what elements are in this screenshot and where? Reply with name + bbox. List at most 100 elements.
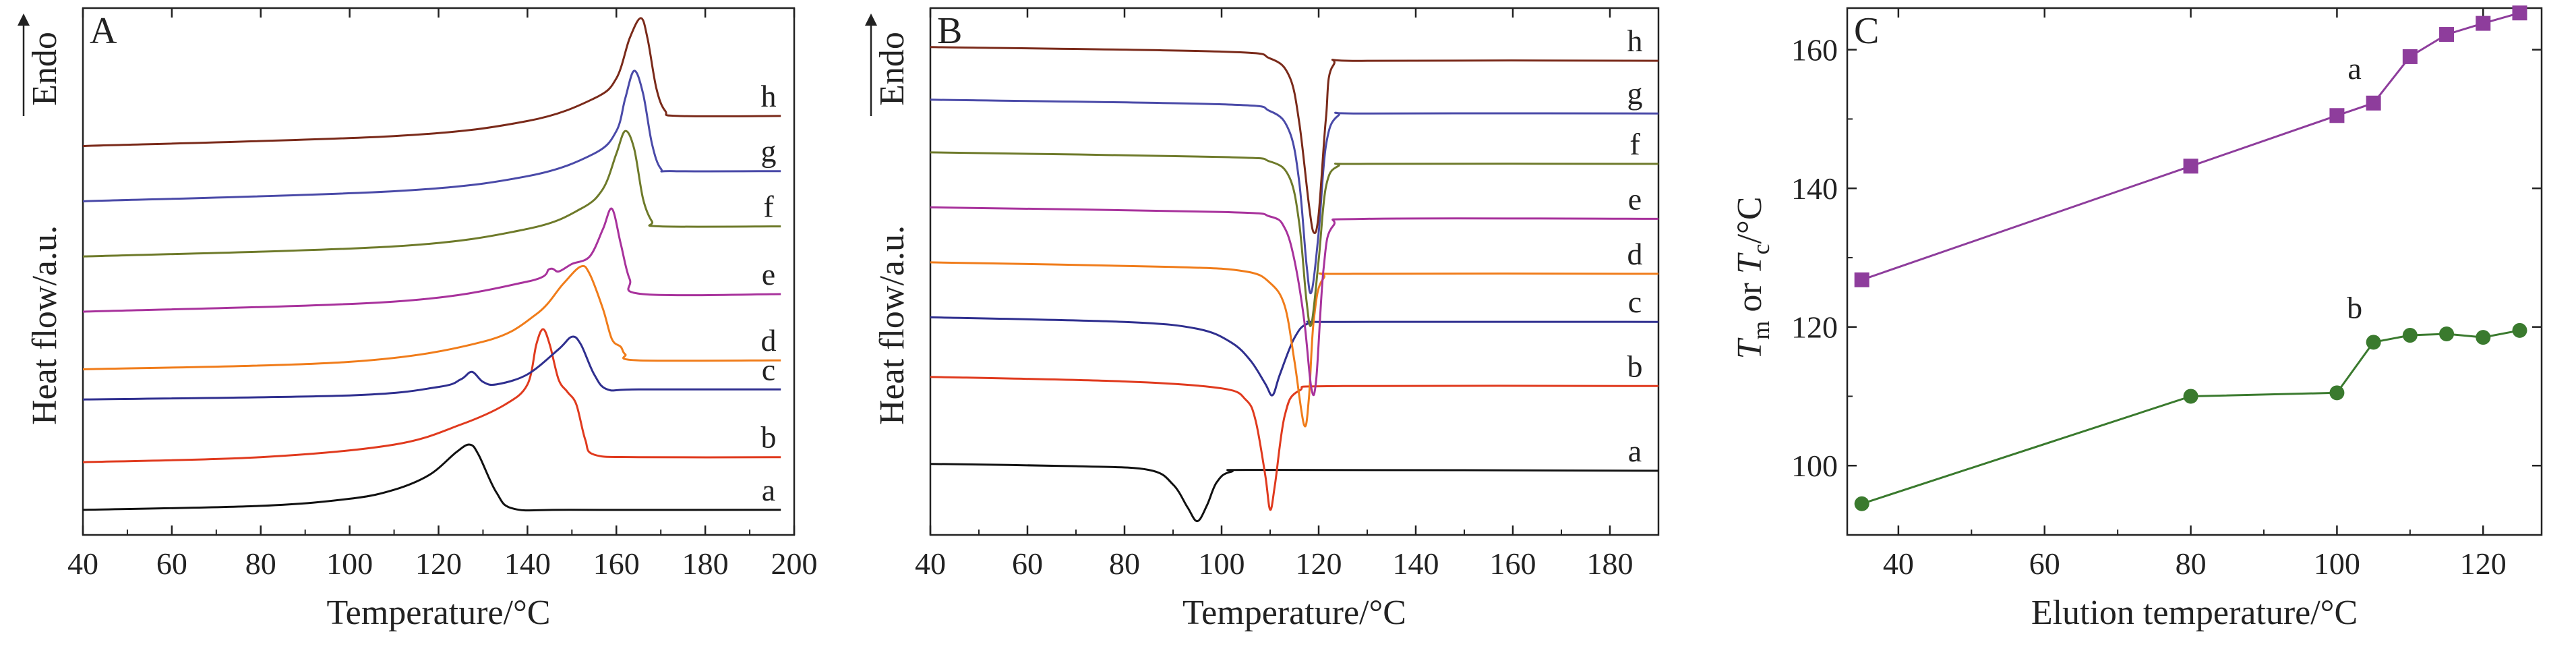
x-tick-label: 100 [1199,546,1245,581]
series-line-d [82,264,781,370]
x-tick-label: 100 [326,546,373,581]
y-axis-title: Tm or Tc/°C [1731,196,1774,359]
series-label-b: b [1627,349,1643,383]
series-label-f: f [1629,127,1640,161]
x-axis-title: Elution temperature/°C [2031,594,2358,632]
series-label-h: h [1627,24,1643,58]
y-axis-title-part: c [1747,244,1774,254]
endo-label: Endo [873,32,911,106]
y-axis-title-part: T [1731,338,1769,360]
endo-arrow-head [865,13,877,26]
data-point-b [1854,496,1869,511]
data-point-a [2366,95,2381,111]
panel-a: 40 60 80 100 120 140 160 180 200abcdefghATempera… [18,7,818,632]
data-point-b [2476,330,2491,345]
data-point-a [1854,272,1869,287]
panel-letter: A [90,10,117,52]
data-point-a [2402,49,2418,64]
x-tick-label: 100 [2314,546,2360,581]
y-axis-title: Heat flow/a.u. [873,225,911,425]
data-point-a [2183,159,2198,174]
y-axis-title-part: or [1731,274,1769,320]
series-line-h [82,17,781,147]
data-point-a [2329,108,2345,123]
data-point-a [2439,27,2455,42]
x-tick-label: 80 [1109,546,1140,581]
series-line-g [82,69,781,202]
x-axis-title: Temperature/°C [327,594,551,632]
x-tick-label: 60 [1012,546,1043,581]
x-tick-label: 40 [915,546,946,581]
y-tick-label: 100 [1791,449,1838,483]
series-label-d: d [761,323,777,358]
y-axis-title-part: T [1731,252,1769,274]
series-label-b: b [2347,290,2362,324]
series-label-h: h [761,79,777,113]
series-label-a: a [762,473,775,507]
series-line-c [82,335,781,401]
plot-frame [929,7,1660,536]
series-label-e: e [762,257,775,291]
x-tick-label: 120 [2460,546,2507,581]
x-tick-label: 40 [1883,546,1914,581]
series-line-f [930,151,1659,327]
x-tick-label: 140 [1393,546,1439,581]
series-line-a [82,443,781,512]
x-tick-label: 120 [1296,546,1342,581]
x-tick-label: 180 [1587,546,1634,581]
series-line-d [930,261,1659,428]
series-label-e: e [1628,181,1642,216]
series-line-h [930,46,1659,234]
series-line-e [930,206,1659,397]
y-axis-title-part: /°C [1731,196,1769,244]
series-label-a: a [1628,434,1642,468]
x-tick-label: 120 [415,546,462,581]
series-line-f [82,130,781,258]
x-tick-label: 200 [771,546,818,581]
series-line-a [1861,11,2520,281]
series-label-b: b [761,420,777,455]
x-axis-title: Temperature/°C [1182,594,1406,632]
plot-frame [82,7,796,536]
y-tick-label: 160 [1791,33,1838,67]
plot-frame [1846,7,2543,536]
x-tick-label: 80 [245,546,276,581]
x-tick-label: 160 [593,546,640,581]
x-tick-label: 40 [67,546,98,581]
data-point-a [2512,5,2527,21]
y-tick-label: 120 [1791,310,1838,345]
series-line-b [1861,329,2520,505]
x-tick-label: 80 [2176,546,2207,581]
panel-c: 40 60 80 100 120 100 120 140 160 a b C Elution tempe… [1731,5,2543,632]
x-tick-label: 140 [504,546,551,581]
series-label-g: g [1627,76,1643,111]
series-label-d: d [1627,237,1643,271]
series-line-b [930,376,1659,511]
data-point-b [2329,385,2345,401]
data-point-b [2366,335,2381,350]
data-point-b [2439,326,2455,341]
series-line-c [930,316,1659,397]
y-axis-title: Heat flow/a.u. [26,225,64,425]
series-label-f: f [763,190,774,224]
y-axis-title-part: m [1747,321,1774,340]
series-label-c: c [1628,285,1642,319]
panel-letter: B [937,10,962,52]
x-tick-label: 160 [1490,546,1536,581]
x-tick-label: 60 [156,546,187,581]
series-line-a [930,463,1659,523]
endo-label: Endo [26,32,64,106]
x-tick-label: 180 [682,546,729,581]
series-line-e [82,207,781,313]
data-point-a [2476,16,2491,31]
panel-letter: C [1854,10,1879,52]
series-line-b [82,328,781,463]
data-point-b [2512,322,2527,338]
series-label-g: g [761,134,777,169]
series-label-a: a [2347,51,2361,86]
series-line-g [930,98,1659,295]
y-tick-label: 140 [1791,171,1838,206]
x-tick-label: 60 [2029,546,2060,581]
